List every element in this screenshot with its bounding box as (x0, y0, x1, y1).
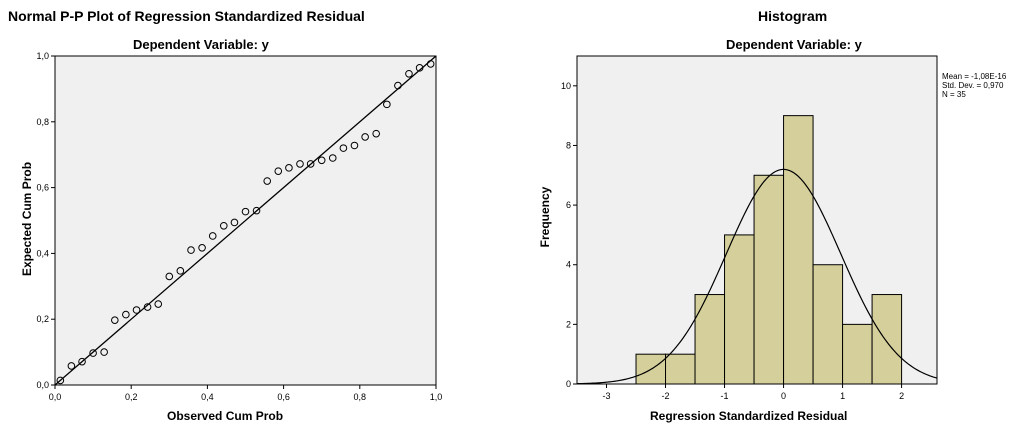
pp-y-tick-label: 0,4 (36, 248, 49, 258)
pp-point (415, 64, 424, 72)
pp-x-tick-label: 0,6 (277, 392, 290, 402)
pp-point (306, 160, 315, 168)
histogram-x-tick-label: 0 (781, 391, 786, 401)
pp-point (143, 303, 152, 311)
pp-y-tick-label: 0,0 (36, 380, 49, 390)
pp-plot-xlabel: Observed Cum Prob (167, 409, 284, 423)
pp-point (274, 167, 283, 175)
pp-point (219, 221, 228, 230)
pp-point (405, 69, 413, 78)
stats-std: Std. Dev. = 0,970 (942, 81, 1004, 90)
pp-x-tick-label: 0,0 (49, 392, 62, 402)
histogram-normal-curve (576, 168, 938, 385)
histogram-panel: Histogram Dependent Variable: y -3 -2 -1 0 1… (500, 0, 1020, 426)
pp-x-tick-label: 0,2 (125, 392, 138, 402)
pp-point (111, 316, 119, 324)
histogram-bar (842, 323, 873, 385)
histogram-bar (724, 234, 755, 385)
pp-point (317, 156, 326, 165)
histogram-bar (665, 353, 696, 385)
pp-point (285, 164, 293, 172)
pp-point (361, 133, 369, 141)
pp-point (350, 141, 359, 150)
pp-point (383, 100, 391, 109)
histogram-svg: -3 -2 -1 0 1 2 0 2 4 6 8 10 (561, 55, 938, 401)
pp-point (372, 129, 380, 138)
stats-mean: Mean = -1,08E-16 (942, 72, 1007, 81)
pp-plot-subtitle: Dependent Variable: y (133, 37, 269, 52)
pp-point (230, 218, 239, 227)
pp-point (176, 267, 185, 275)
histogram-stats-legend: Mean = -1,08E-16 Std. Dev. = 0,970 N = 3… (942, 72, 1006, 99)
pp-x-tick-label: 0,8 (354, 392, 367, 402)
pp-plot-title: Normal P-P Plot of Regression Standardiz… (8, 8, 365, 24)
pp-point (187, 246, 195, 254)
pp-point (132, 306, 141, 314)
pp-plot-svg: 0,0 0,2 0,4 0,6 0,8 1,0 0,0 0,2 0,4 0,6 0,8 1,0 (36, 51, 443, 402)
histogram-x-tick-label: -1 (721, 391, 729, 401)
histogram-bar (783, 115, 814, 385)
pp-point (328, 154, 337, 162)
histogram-bar (753, 174, 785, 385)
pp-point (165, 272, 174, 281)
pp-point (426, 60, 435, 68)
pp-point (56, 376, 65, 385)
histogram-y-tick-label: 8 (566, 140, 571, 150)
histogram-y-tick-label: 6 (566, 200, 571, 210)
pp-point (263, 177, 272, 185)
pp-plot-ylabel: Expected Cum Prob (20, 161, 34, 276)
pp-plot-panel: Normal P-P Plot of Regression Standardiz… (0, 0, 470, 426)
pp-y-tick-label: 0,6 (36, 183, 49, 193)
pp-point (339, 144, 348, 152)
histogram-bar (694, 294, 726, 385)
histogram-y-tick-label: 10 (561, 81, 571, 91)
pp-y-tick-label: 0,8 (36, 117, 49, 127)
stats-n: N = 35 (942, 90, 966, 99)
pp-point (198, 244, 206, 252)
histogram-bar (812, 264, 844, 385)
pp-point (122, 310, 130, 319)
histogram-x-tick-label: -2 (662, 391, 670, 401)
pp-point (252, 206, 261, 215)
histogram-title: Histogram (758, 8, 828, 24)
histogram-subtitle: Dependent Variable: y (726, 37, 862, 52)
pp-point (154, 300, 163, 308)
pp-point (394, 81, 402, 90)
pp-point (100, 348, 108, 356)
histogram-x-tick-label: 2 (899, 391, 904, 401)
pp-reference-line (54, 55, 437, 386)
pp-point (208, 232, 217, 240)
pp-point (296, 160, 304, 168)
histogram-xlabel: Regression Standardized Residual (650, 409, 848, 423)
pp-point (89, 349, 97, 357)
pp-point (67, 362, 76, 370)
histogram-x-tick-label: -3 (603, 391, 611, 401)
pp-y-tick-label: 0,2 (36, 314, 49, 324)
pp-y-tick-label: 1,0 (36, 51, 49, 61)
histogram-y-tick-label: 4 (566, 260, 571, 270)
histogram-y-tick-label: 2 (566, 319, 571, 329)
histogram-bar (871, 294, 903, 385)
pp-x-tick-label: 0,4 (201, 392, 214, 402)
histogram-y-tick-label: 0 (566, 379, 571, 389)
pp-x-tick-label: 1,0 (430, 392, 443, 402)
pp-point (78, 357, 86, 366)
pp-point (241, 207, 250, 216)
histogram-ylabel: Frequency (538, 186, 552, 248)
histogram-x-tick-label: 1 (840, 391, 845, 401)
